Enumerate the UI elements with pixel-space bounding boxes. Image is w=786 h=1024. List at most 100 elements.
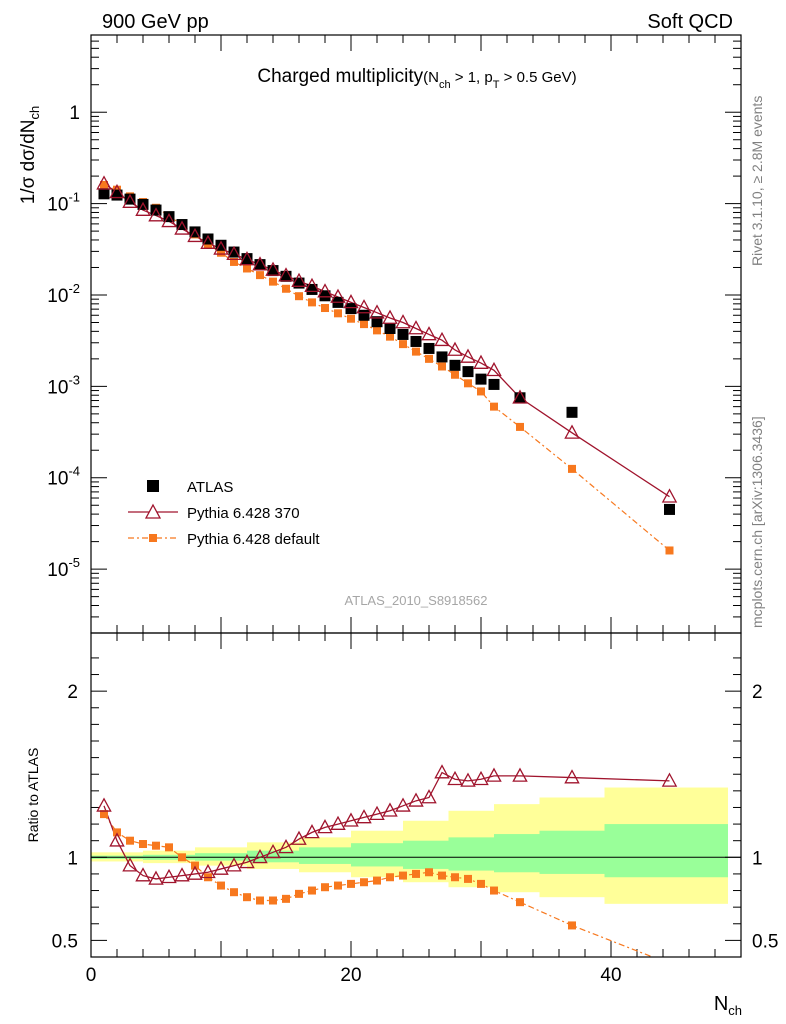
ratio-point-pydef (321, 883, 329, 892)
plot-title: Charged multiplicity(Nch > 1, pT > 0.5 G… (257, 66, 576, 91)
legend: ATLAS Pythia 6.428 370 Pythia 6.428 defa… (128, 479, 320, 548)
ratio-point-py370 (408, 792, 424, 807)
main-ylabel-sub: ch (27, 106, 42, 120)
xlabel-text: N (714, 993, 728, 1015)
ratio-point-py370 (564, 769, 580, 784)
main-point-py370 (161, 212, 177, 228)
main-point-py370 (135, 201, 151, 216)
legend-marker-atlas (147, 480, 159, 492)
ratio-point-py370 (187, 865, 203, 880)
ratio-point-pydef (360, 878, 368, 887)
main-point-atlas (410, 335, 422, 347)
ratio-point-py370 (278, 838, 294, 854)
main-ytick-label: 10-3 (47, 372, 80, 398)
ratio-point-py370 (343, 812, 359, 827)
main-point-pydef (360, 320, 368, 329)
ratio-point-py370 (473, 770, 489, 786)
main-point-atlas (176, 219, 188, 231)
ratio-point-pydef (230, 888, 238, 897)
main-point-pydef (568, 464, 576, 473)
ratio-point-py370 (395, 797, 411, 812)
ratio-point-pydef (282, 894, 290, 903)
ratio-point-py370 (96, 797, 112, 812)
main-ytick-label-base: 1 (69, 103, 80, 124)
ratio-point-py370 (226, 857, 242, 872)
main-point-atlas (293, 277, 305, 289)
main-point-py370 (661, 488, 678, 503)
main-point-pydef (477, 387, 485, 396)
main-point-pydef (386, 332, 394, 341)
ratio-point-py370 (148, 870, 164, 885)
main-point-py370 (174, 220, 190, 235)
main-point-atlas (566, 406, 578, 418)
ratio-point-py370 (200, 863, 216, 879)
main-point-pydef (464, 379, 472, 388)
main-point-pydef (100, 180, 108, 189)
ratio-ytick-label-right: 2 (752, 682, 763, 703)
ratio-point-py370 (304, 824, 320, 839)
main-point-py370 (447, 341, 463, 356)
main-point-atlas (150, 204, 162, 216)
main-point-py370 (369, 304, 385, 319)
ratio-point-pydef (516, 898, 524, 907)
ratio-point-py370 (109, 832, 125, 847)
title-cond-sub1: ch (439, 79, 451, 91)
ratio-point-pydef (139, 840, 147, 849)
main-point-pydef (295, 292, 303, 301)
ratio-point-pydef (165, 843, 173, 852)
main-point-atlas (215, 239, 227, 251)
main-point-py370 (304, 277, 320, 293)
ratio-xtick-label: 0 (86, 965, 97, 986)
main-ytick-label: 10-1 (47, 190, 80, 216)
main-point-pydef (321, 304, 329, 313)
main-point-atlas (202, 233, 214, 245)
ratio-point-py370 (421, 789, 437, 804)
main-point-pydef (230, 257, 238, 266)
main-point-atlas (384, 322, 396, 334)
main-point-pydef (243, 264, 251, 273)
ratio-point-pydef (386, 873, 394, 882)
main-point-atlas (358, 309, 370, 321)
main-point-atlas (345, 303, 357, 315)
main-point-py370 (382, 309, 398, 324)
main-point-atlas (189, 226, 201, 238)
main-point-pydef (451, 370, 459, 379)
ratio-ytick-label-right: 0.5 (752, 931, 778, 952)
main-point-py370 (278, 267, 294, 282)
ratio-point-py370 (512, 767, 528, 782)
main-point-atlas (241, 253, 253, 265)
main-point-pydef (516, 422, 524, 431)
mcplots-label: mcplots.cern.ch [arXiv:1306.3436] (749, 416, 765, 628)
main-point-pydef (438, 362, 446, 371)
main-point-pydef (665, 546, 674, 555)
ratio-point-pydef (256, 896, 264, 905)
main-point-py370 (460, 348, 476, 363)
ratio-point-pydef (334, 881, 342, 890)
ratio-point-py370 (122, 857, 138, 872)
main-point-atlas (280, 270, 292, 282)
main-point-pydef (425, 354, 433, 363)
header-right: Soft QCD (647, 11, 733, 33)
main-point-py370 (395, 314, 411, 329)
main-point-py370 (213, 240, 229, 255)
title-cond-sub2: T (493, 79, 500, 91)
main-point-atlas (371, 316, 383, 328)
band-inner-segment (494, 834, 540, 873)
main-point-pydef (282, 284, 290, 293)
main-point-py370 (265, 261, 281, 276)
main-point-py370 (434, 331, 450, 347)
header-left: 900 GeV pp (102, 11, 209, 33)
ratio-point-py370 (174, 867, 190, 882)
ratio-xtick-label: 40 (600, 965, 621, 986)
ratio-point-py370 (661, 772, 678, 787)
main-ytick-label: 10-5 (47, 555, 80, 581)
ratio-point-py370 (265, 843, 281, 859)
ratio-ytick-label: 1 (67, 848, 78, 869)
main-point-py370 (486, 361, 502, 377)
ratio-point-pydef (425, 868, 433, 877)
title-cond-mid: > 1, p (451, 69, 493, 86)
main-point-py370 (564, 424, 580, 439)
main-point-atlas (254, 259, 266, 271)
main-ytick-label: 10-4 (47, 464, 80, 490)
ratio-point-pydef (152, 841, 160, 850)
